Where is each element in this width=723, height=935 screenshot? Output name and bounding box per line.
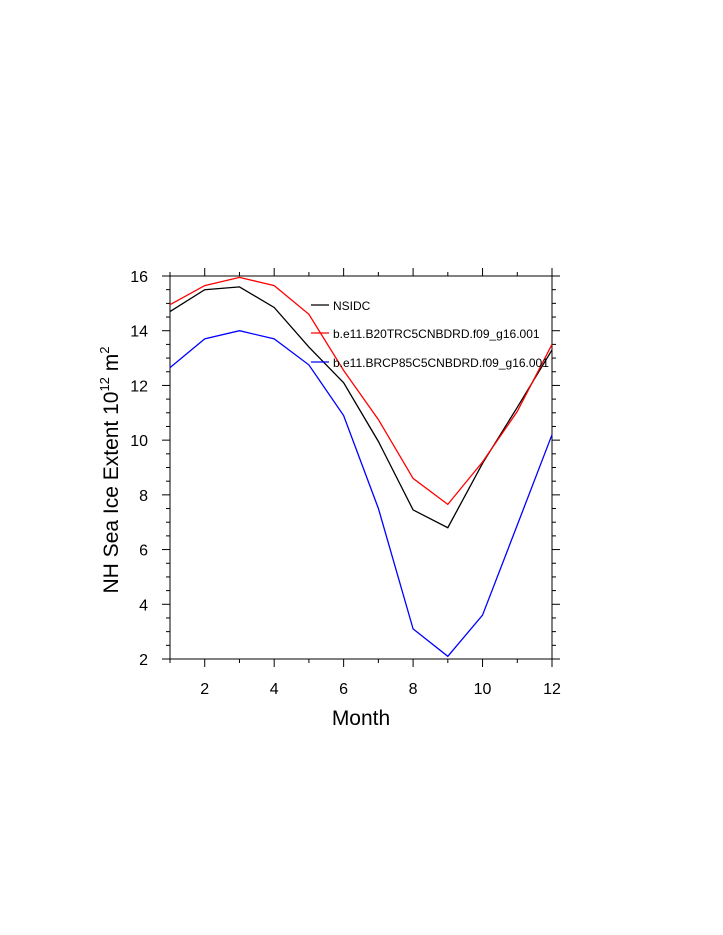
y-tick-label: 8: [139, 488, 148, 505]
series-line-3: [169, 330, 553, 658]
x-tick-label: 12: [543, 681, 561, 698]
y-tick-label: 4: [139, 597, 148, 614]
legend-label-3: b.e11.BRCP85C5CNBDRD.f09_g16.001: [333, 356, 549, 370]
svg-text:NH Sea Ice Extent 1012 m2: NH Sea Ice Extent 1012 m2: [97, 347, 123, 594]
y-axis-label-exponent: 12: [97, 377, 112, 391]
series-line-2: [169, 276, 553, 506]
x-tick-label: 2: [200, 681, 209, 698]
y-tick-label: 10: [130, 433, 148, 450]
y-axis-label: NH Sea Ice Extent 1012 m2: [97, 347, 123, 594]
x-tick-label: 4: [270, 681, 279, 698]
y-tick-label: 16: [130, 269, 148, 286]
y-axis-label-unit-exponent: 2: [97, 347, 112, 354]
y-axis-label-main: NH Sea Ice Extent 10: [100, 392, 123, 594]
legend: NSIDC b.e11.B20TRC5CNBDRD.f09_g16.001 b.e1…: [311, 299, 549, 370]
y-tick-label: 2: [139, 652, 148, 669]
series-line-1: [169, 286, 553, 529]
y-axis-label-unit: m: [100, 354, 123, 377]
x-axis-label: Month: [332, 707, 390, 730]
legend-label-1: NSIDC: [333, 299, 371, 313]
y-tick-label: 12: [130, 378, 148, 395]
y-tick-label: 14: [130, 324, 148, 341]
legend-label-2: b.e11.B20TRC5CNBDRD.f09_g16.001: [333, 327, 540, 341]
y-tick-label: 6: [139, 543, 148, 560]
chart-marks: 2 4 6 8 10 12 2 4 6 8 10 12 14 16: [130, 268, 561, 698]
x-tick-label: 10: [474, 681, 492, 698]
x-tick-label: 8: [409, 681, 418, 698]
x-tick-label: 6: [339, 681, 348, 698]
